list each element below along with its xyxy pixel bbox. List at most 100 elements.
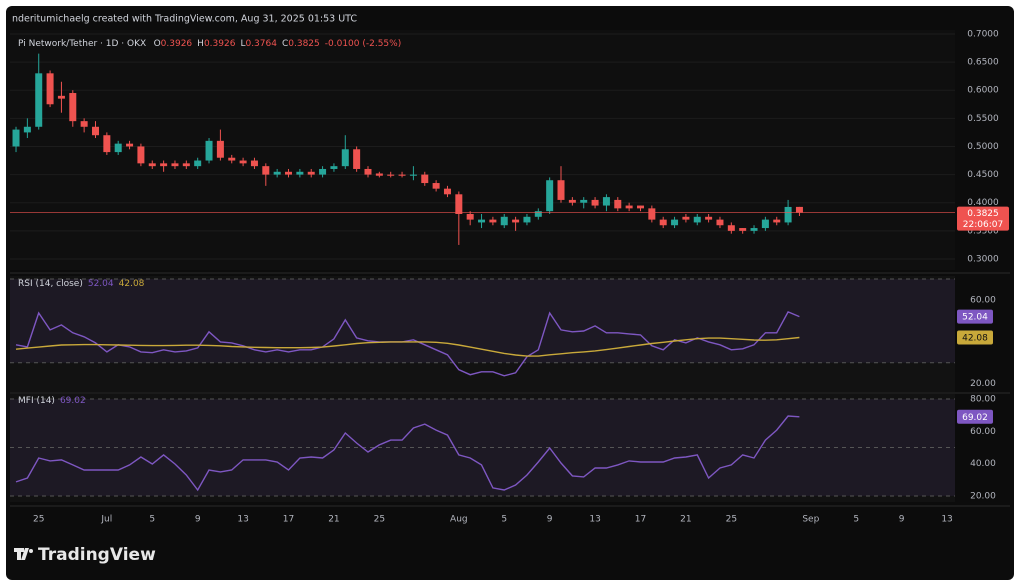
x-tick-label: 25 bbox=[33, 515, 44, 525]
candle-body bbox=[614, 199, 622, 209]
legend-value: 42.08 bbox=[119, 279, 145, 289]
y-tick-label: 0.5500 bbox=[967, 114, 999, 124]
candle-body bbox=[137, 146, 145, 164]
candle-body bbox=[12, 129, 20, 147]
y-tick-label: 0.5000 bbox=[967, 142, 999, 152]
price-box bbox=[957, 206, 1009, 231]
candle-body bbox=[682, 216, 690, 220]
y-tick-label: 20.00 bbox=[970, 491, 996, 501]
candle-body bbox=[194, 160, 202, 167]
candle-body bbox=[262, 166, 270, 175]
candle-body bbox=[705, 216, 713, 220]
candle-body bbox=[171, 163, 179, 167]
candle-body bbox=[375, 173, 383, 176]
candle-body bbox=[671, 219, 679, 226]
candle-body bbox=[523, 216, 531, 223]
legend-title: Pi Network/Tether · 1D · OKX bbox=[18, 39, 146, 49]
countdown: 22:06:07 bbox=[963, 220, 1003, 230]
candle-body bbox=[693, 216, 701, 223]
legend-key: H bbox=[197, 39, 204, 49]
legend-value: 0.3926 bbox=[204, 39, 236, 49]
legend-change: -0.0100 (-2.55%) bbox=[325, 39, 401, 49]
series-line bbox=[15, 311, 800, 377]
y-tick-label: 40.00 bbox=[970, 459, 996, 469]
candle-body bbox=[750, 228, 758, 231]
x-tick-label: 21 bbox=[328, 515, 339, 525]
candle-body bbox=[659, 219, 667, 226]
candle-body bbox=[398, 174, 406, 176]
candle-body bbox=[353, 149, 361, 169]
candle-body bbox=[23, 126, 31, 133]
candle-body bbox=[727, 225, 735, 231]
candle-body bbox=[602, 197, 610, 206]
legend-value: 0.3825 bbox=[288, 39, 320, 49]
candle-body bbox=[205, 140, 213, 161]
x-tick-label: 5 bbox=[853, 515, 859, 525]
candle-body bbox=[795, 206, 803, 213]
x-tick-label: 9 bbox=[899, 515, 905, 525]
y-tick-label: 0.3000 bbox=[967, 254, 999, 264]
legend: MFI (14) 69.02 bbox=[18, 396, 86, 406]
candle-body bbox=[46, 73, 54, 105]
candle-body bbox=[69, 93, 77, 122]
x-tick-label: Aug bbox=[450, 515, 468, 525]
legend-value: 52.04 bbox=[88, 279, 114, 289]
legend-title: MFI (14) bbox=[18, 396, 55, 406]
candle-body bbox=[773, 219, 781, 223]
candle-body bbox=[716, 219, 724, 226]
candle-body bbox=[91, 126, 99, 136]
y-tick-label: 0.4000 bbox=[967, 198, 999, 208]
candle-body bbox=[103, 135, 111, 153]
candle-body bbox=[216, 140, 224, 158]
candle-body bbox=[489, 219, 497, 223]
y-tick-label: 60.00 bbox=[970, 295, 996, 305]
candle-body bbox=[126, 143, 134, 147]
candle-body bbox=[307, 171, 315, 175]
x-tick-label: 25 bbox=[374, 515, 385, 525]
band-fill bbox=[10, 279, 955, 363]
y-tick-label: 0.4500 bbox=[967, 170, 999, 180]
x-tick-label: Sep bbox=[802, 515, 819, 525]
x-tick-label: 17 bbox=[635, 515, 646, 525]
candle-body bbox=[466, 213, 474, 220]
candle-body bbox=[512, 219, 520, 223]
value-label: 69.02 bbox=[962, 413, 988, 423]
candle-body bbox=[568, 199, 576, 203]
candle-body bbox=[580, 199, 588, 203]
y-tick-label: 0.6500 bbox=[967, 58, 999, 68]
value-box bbox=[957, 409, 993, 424]
candle-body bbox=[296, 171, 304, 175]
candle-body bbox=[500, 216, 508, 226]
candle-body bbox=[239, 160, 247, 164]
x-tick-label: 9 bbox=[547, 515, 553, 525]
x-tick-label: 5 bbox=[501, 515, 507, 525]
legend: RSI (14, close) 52.04 42.08 bbox=[18, 279, 145, 289]
legend-key: C bbox=[282, 39, 288, 49]
x-tick-label: 17 bbox=[283, 515, 294, 525]
candle-body bbox=[148, 163, 156, 167]
legend: Pi Network/Tether · 1D · OKX O0.3926 H0.39… bbox=[18, 39, 401, 49]
value-box bbox=[957, 309, 993, 324]
header: nderitumichaelg created with TradingView… bbox=[12, 14, 357, 25]
price-pane bbox=[10, 30, 955, 270]
legend-value: 69.02 bbox=[60, 396, 86, 406]
candle-body bbox=[739, 228, 747, 231]
candle-body bbox=[35, 73, 43, 127]
y-tick-label: 0.6000 bbox=[967, 86, 999, 96]
y-tick-label: 80.00 bbox=[970, 395, 996, 405]
x-tick-label: 21 bbox=[680, 515, 691, 525]
legend-key: L bbox=[240, 39, 245, 49]
legend-value: 0.3764 bbox=[245, 39, 277, 49]
brand-logo bbox=[14, 548, 33, 560]
candle-body bbox=[478, 219, 486, 223]
candle-body bbox=[761, 219, 769, 229]
candle-body bbox=[455, 194, 463, 214]
candle-body bbox=[182, 163, 190, 167]
candle-body bbox=[341, 149, 349, 167]
value-label: 42.08 bbox=[962, 333, 988, 343]
legend-title: RSI (14, close) bbox=[18, 279, 83, 289]
candle-body bbox=[57, 95, 65, 99]
brand: TradingView bbox=[38, 545, 156, 565]
candle-body bbox=[387, 174, 395, 176]
